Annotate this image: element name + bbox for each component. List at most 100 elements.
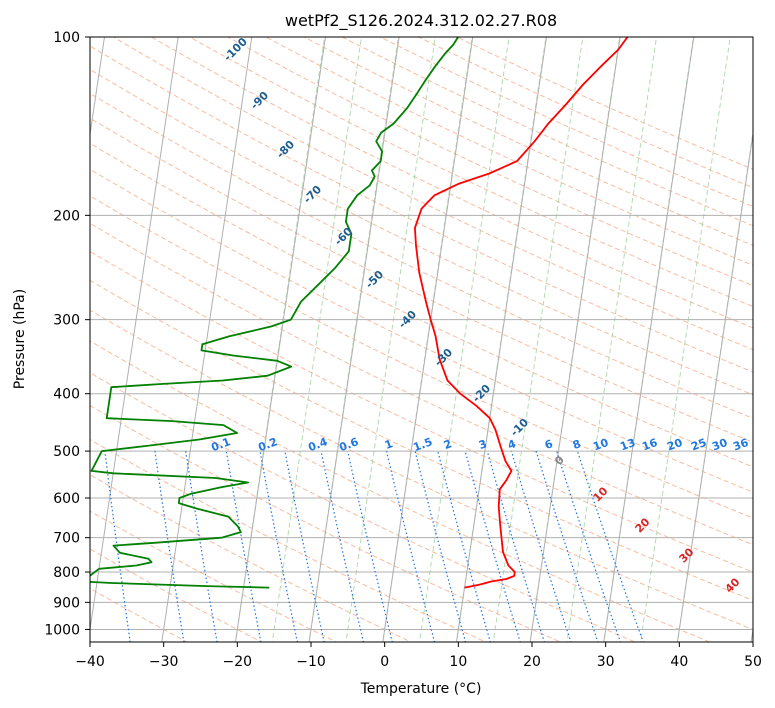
mixing-ratio-label: 6 <box>543 437 555 452</box>
isotherm-gridline <box>90 37 179 633</box>
x-tick-label: −10 <box>296 654 326 670</box>
y-tick-label: 1000 <box>44 622 80 638</box>
dry-adiabat-line <box>150 37 753 329</box>
isotherm-label: 10 <box>591 484 611 504</box>
dry-adiabat-line <box>90 438 487 642</box>
x-tick-label: 20 <box>523 654 541 670</box>
y-tick-label: 600 <box>53 491 80 507</box>
dry-adiabat-line <box>379 37 753 208</box>
mixing-ratio-line <box>185 451 218 642</box>
isotherm-gridline <box>382 37 474 642</box>
mixing-ratio-label: 1.5 <box>411 435 434 454</box>
plot-lines <box>90 37 629 589</box>
dry-adiabat-line <box>90 474 413 642</box>
mixing-ratio-label: 10 <box>591 436 610 454</box>
dry-adiabat-line <box>90 168 753 493</box>
dry-adiabat-line <box>341 37 753 227</box>
isotherm-label: -10 <box>508 416 531 439</box>
x-tick-label: −20 <box>223 654 253 670</box>
mixing-ratio-label: 30 <box>710 436 729 454</box>
isotherm-label: -60 <box>332 225 355 248</box>
mixing-ratio-label: 0.2 <box>256 435 279 454</box>
isotherm-gridline <box>750 626 753 642</box>
dry-adiabat-line <box>90 222 753 546</box>
isotherm-gridline <box>676 130 753 642</box>
y-axis: 100 200 300 400 500 600 700 800 900 1000 <box>44 30 90 638</box>
mixing-ratio-label: 3 <box>477 437 489 452</box>
mixing-ratio-line <box>259 450 299 642</box>
chart-title: wetPf2_S126.2024.312.02.27.R08 <box>285 11 557 31</box>
dry-adiabat-line <box>90 250 753 573</box>
mixing-ratio-line <box>154 451 185 642</box>
moist-adiabat-line <box>345 37 436 642</box>
plot-frame <box>89 36 754 643</box>
moist-adiabat-line <box>566 37 657 642</box>
mixing-ratio-line <box>414 450 467 642</box>
isotherm-label: -50 <box>363 268 386 291</box>
y-tick-label: 300 <box>53 313 80 329</box>
x-axis: −40 −30 −20 −10 0 10 20 30 40 50 <box>75 642 762 670</box>
isotherm-label: -70 <box>301 183 324 206</box>
mixing-ratio-label: 2 <box>442 437 454 452</box>
dry-adiabat-line <box>90 548 263 642</box>
isotherm-label: -20 <box>470 382 493 405</box>
mixing-ratio-line <box>464 450 521 642</box>
mixing-ratio-line <box>576 450 644 642</box>
sounding-series-line <box>90 37 459 589</box>
mixing-ratio-label: 0.6 <box>337 435 360 454</box>
x-tick-label: −40 <box>75 654 105 670</box>
moist-adiabat-line <box>419 37 510 642</box>
y-tick-label: 800 <box>53 565 80 581</box>
mixing-ratio-label: 25 <box>689 436 708 453</box>
y-tick-label: 900 <box>53 595 80 611</box>
moist-adiabat-line <box>492 37 584 642</box>
isotherm-label: -80 <box>274 138 297 161</box>
dry-adiabat-line <box>90 195 753 519</box>
x-tick-label: 30 <box>597 654 615 670</box>
mixing-ratio-label: 20 <box>665 436 684 454</box>
x-tick-label: 10 <box>449 654 467 670</box>
isotherm-label: 40 <box>723 575 743 595</box>
mixing-ratio-line <box>284 450 325 642</box>
dry-adiabat-line <box>90 279 753 601</box>
dry-adiabat-line <box>90 45 753 373</box>
dry-adiabat-line <box>90 405 562 642</box>
mixing-ratio-line <box>556 450 622 642</box>
isotherm-gridline <box>455 37 547 642</box>
isotherm-gridline <box>529 37 621 642</box>
x-tick-label: 0 <box>380 654 389 670</box>
mixing-ratio-line <box>104 451 131 642</box>
mixing-ratio-label: 13 <box>618 436 637 453</box>
x-axis-title: Temperature (°C) <box>360 681 482 697</box>
isotherm-label: 20 <box>633 515 653 535</box>
dry-adiabat-line <box>90 587 188 642</box>
y-tick-label: 200 <box>53 208 80 224</box>
mixing-ratio-line <box>225 450 262 642</box>
y-tick-label: 100 <box>53 30 80 46</box>
isotherm-label: -100 <box>221 35 250 64</box>
isotherm-label: -90 <box>248 89 271 112</box>
moist-adiabat-line <box>640 37 731 642</box>
mixing-ratio-line <box>347 450 393 642</box>
plot-background <box>90 37 753 642</box>
y-tick-label: 400 <box>53 387 80 403</box>
isotherm-label: -30 <box>432 346 455 369</box>
isotherm-gridline <box>308 37 400 642</box>
y-tick-label: 500 <box>53 444 80 460</box>
dry-adiabat-line <box>455 37 753 170</box>
dry-adiabat-line <box>90 340 712 642</box>
x-tick-label: 50 <box>744 654 762 670</box>
x-tick-label: −30 <box>149 654 179 670</box>
mixing-ratio-label: 0.4 <box>306 435 329 454</box>
isotherm-gridline <box>603 37 695 642</box>
mixing-ratio-line <box>320 450 365 642</box>
mixing-ratio-line <box>385 450 436 642</box>
mixing-ratio-line <box>437 450 492 642</box>
isotherm-label: -40 <box>396 308 419 331</box>
x-tick-label: 40 <box>670 654 688 670</box>
mixing-ratio-label: 4 <box>506 437 518 452</box>
sounding-series-line <box>414 37 629 589</box>
isotherm-gridline <box>161 37 253 642</box>
isotherm-gridline <box>234 37 326 642</box>
